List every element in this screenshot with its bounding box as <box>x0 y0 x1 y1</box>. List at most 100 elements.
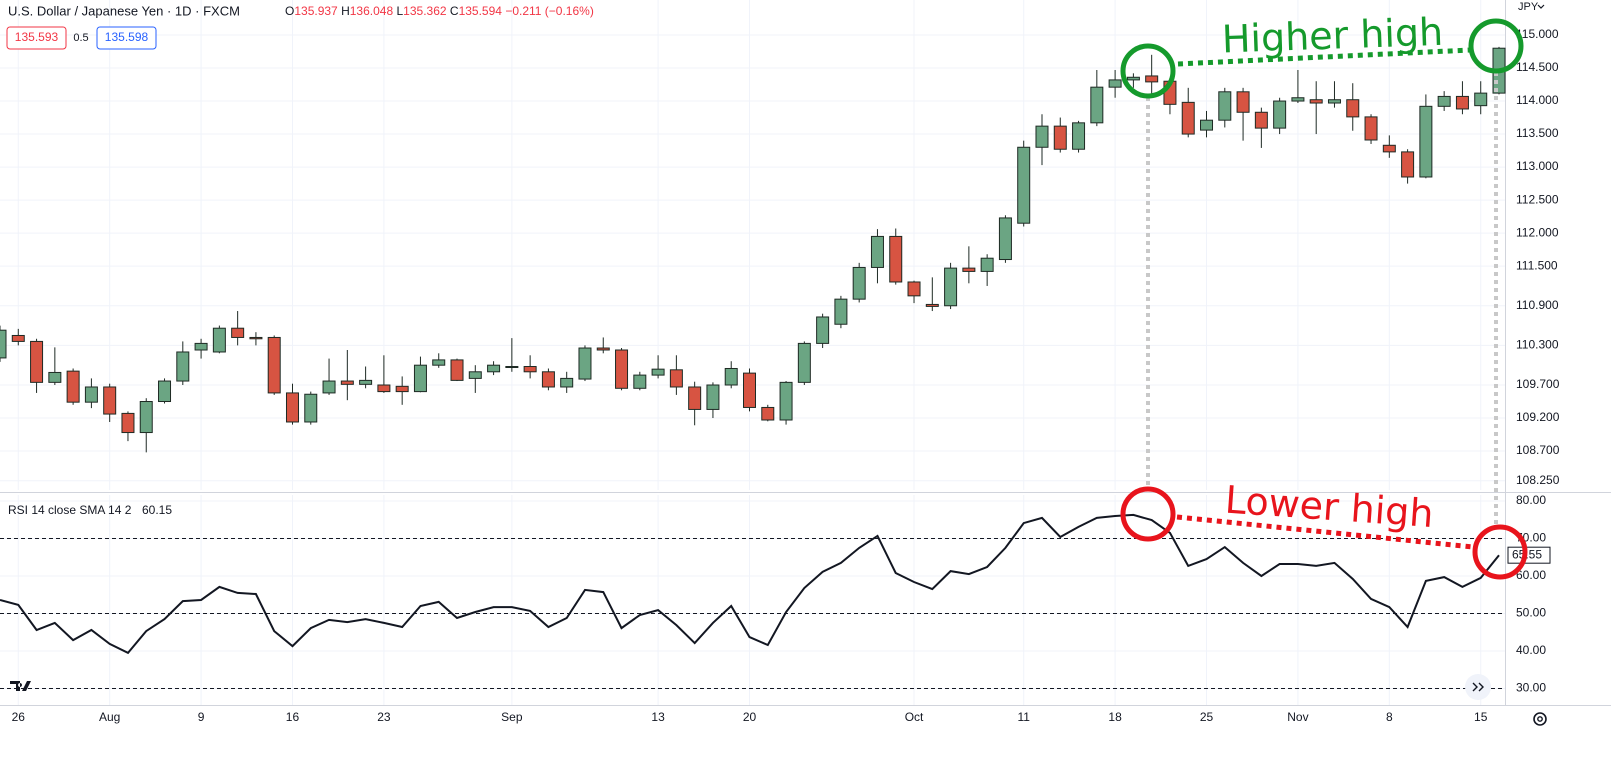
candle-body <box>1346 99 1360 118</box>
sell-box[interactable] <box>6 26 67 50</box>
ohlc-key: C <box>450 4 459 18</box>
candle-body <box>212 327 226 353</box>
sell-price[interactable]: 135.593 <box>15 30 59 44</box>
spread: 0.5 <box>73 32 88 44</box>
candle-body <box>359 379 373 385</box>
candle-body <box>706 384 720 410</box>
ohlc-value: 135.362 <box>403 4 447 18</box>
candle-body <box>1455 95 1469 110</box>
y-tick-label: 108.700 <box>1516 443 1560 457</box>
candle-body <box>48 371 62 383</box>
candle-body <box>505 366 519 369</box>
y-tick-label: 112.500 <box>1516 192 1559 206</box>
candle-body <box>176 351 190 382</box>
candle-body <box>1382 144 1396 153</box>
buy-price[interactable]: 135.598 <box>105 30 149 44</box>
y-tick-label: 110.300 <box>1516 338 1559 352</box>
candle-body <box>688 386 702 410</box>
x-tick-label: Nov <box>1287 710 1308 724</box>
candle-body <box>1035 125 1049 148</box>
candle-body <box>158 380 172 403</box>
x-tick-label: Aug <box>99 710 120 724</box>
candle-body <box>413 364 427 393</box>
candle-body <box>1273 100 1287 129</box>
candle-body <box>1291 97 1305 102</box>
candle-body <box>907 281 921 297</box>
candle-body <box>816 316 830 344</box>
y-tick-label: 110.900 <box>1516 298 1559 312</box>
candle-body <box>761 406 775 421</box>
settings-button[interactable] <box>1533 712 1547 726</box>
scroll-button[interactable] <box>1465 674 1491 700</box>
candle-body <box>962 267 976 272</box>
x-tick-label: 23 <box>377 710 391 724</box>
candle-body <box>1053 125 1067 150</box>
candle-body <box>194 342 208 351</box>
candle-body <box>925 303 939 307</box>
candle-body <box>523 366 537 373</box>
ohlc-value: 135.937 <box>294 4 338 18</box>
x-tick-label: 26 <box>12 710 26 724</box>
candle-body <box>66 370 80 403</box>
y-tick-label: 109.700 <box>1516 377 1560 391</box>
trend-line <box>1177 47 1471 67</box>
grid <box>0 0 1505 705</box>
candle-body <box>541 371 555 388</box>
rsi-legend: RSI 14 close SMA 14 2 <box>8 503 132 517</box>
candle-body <box>1145 75 1159 83</box>
candle-body <box>1200 119 1214 131</box>
x-tick-label: 9 <box>198 710 205 724</box>
tv-logo[interactable] <box>10 681 31 691</box>
buy-box[interactable] <box>96 26 157 50</box>
x-tick-label: 11 <box>1017 710 1030 724</box>
candle-body <box>487 364 501 373</box>
x-tick-label: 25 <box>1200 710 1214 724</box>
y-tick-label: 113.500 <box>1516 126 1559 140</box>
x-tick-label: 20 <box>743 710 757 724</box>
candle-body <box>103 386 117 415</box>
highlight-circle <box>1120 43 1176 99</box>
candle-body <box>1017 146 1031 224</box>
annotation: Higher high <box>1221 10 1444 62</box>
candle-body <box>870 235 884 268</box>
candle-body <box>779 381 793 421</box>
ohlc-value: 135.594 <box>459 4 503 18</box>
ohlc-key: O <box>285 4 294 18</box>
candle-body <box>267 336 281 394</box>
candle-body <box>1181 101 1195 135</box>
candle-body <box>0 329 7 359</box>
y-tick-label: 80.00 <box>1516 493 1546 507</box>
button-icon <box>1472 682 1484 692</box>
x-tick-label: Oct <box>905 710 924 724</box>
candle-body <box>889 235 903 283</box>
candle-body <box>285 392 299 423</box>
candle-body <box>651 368 665 376</box>
ohlc-line: O135.937 H136.048 L135.362 C135.594 −0.2… <box>285 4 594 18</box>
last-value-box <box>1507 546 1551 564</box>
candle-body <box>1072 122 1086 150</box>
candle-body <box>578 347 592 380</box>
x-tick-label: 16 <box>286 710 300 724</box>
candle-body <box>834 298 848 325</box>
currency-label[interactable]: JPY <box>1518 1 1539 13</box>
candle-body <box>377 384 391 393</box>
candle-body <box>84 386 98 403</box>
candle-body <box>304 393 318 423</box>
candle-body <box>743 372 756 408</box>
candle-body <box>1401 151 1415 178</box>
candle-body <box>633 374 647 389</box>
marks <box>0 46 1506 689</box>
button-bg <box>1465 674 1491 700</box>
candle-body <box>1327 99 1341 104</box>
candle-body <box>724 367 738 386</box>
y-tick-label: 40.00 <box>1516 643 1546 657</box>
y-tick-label: 108.250 <box>1516 473 1560 487</box>
ohlc-key: H <box>341 4 350 18</box>
candle-body <box>1108 79 1122 88</box>
candle-body <box>797 342 811 383</box>
annotation-shapes <box>1120 18 1528 580</box>
candle-body <box>944 267 958 307</box>
ohlc-key: L <box>396 4 403 18</box>
highlight-circle <box>1468 18 1524 74</box>
